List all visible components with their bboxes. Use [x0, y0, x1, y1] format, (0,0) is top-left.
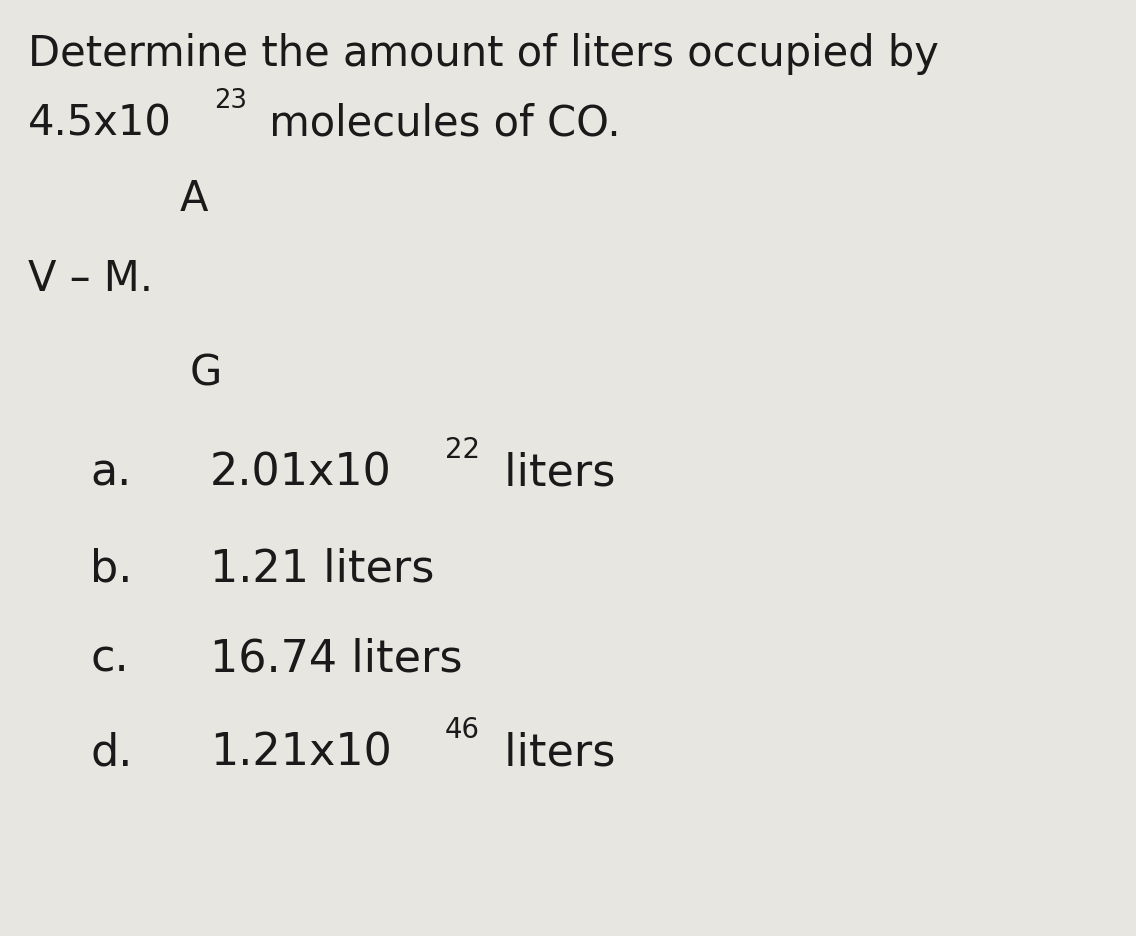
- Text: 1.21 liters: 1.21 liters: [210, 547, 434, 590]
- Text: 16.74 liters: 16.74 liters: [210, 637, 462, 680]
- Text: G: G: [190, 353, 223, 395]
- Text: b.: b.: [90, 547, 133, 590]
- Text: 4.5x10: 4.5x10: [28, 103, 172, 145]
- Text: Determine the amount of liters occupied by: Determine the amount of liters occupied …: [28, 33, 938, 75]
- Text: a.: a.: [90, 452, 132, 495]
- Text: V – M.: V – M.: [28, 258, 153, 300]
- Text: 2.01x10: 2.01x10: [210, 452, 392, 495]
- Text: c.: c.: [90, 637, 128, 680]
- Text: 1.21x10: 1.21x10: [210, 732, 392, 775]
- Text: 23: 23: [214, 88, 247, 114]
- Text: d.: d.: [90, 732, 133, 775]
- Text: liters: liters: [490, 732, 616, 775]
- Text: A: A: [179, 178, 209, 220]
- Text: 22: 22: [444, 436, 479, 464]
- Text: molecules of CO.: molecules of CO.: [257, 103, 621, 145]
- Text: 46: 46: [444, 716, 479, 744]
- Text: liters: liters: [490, 452, 616, 495]
